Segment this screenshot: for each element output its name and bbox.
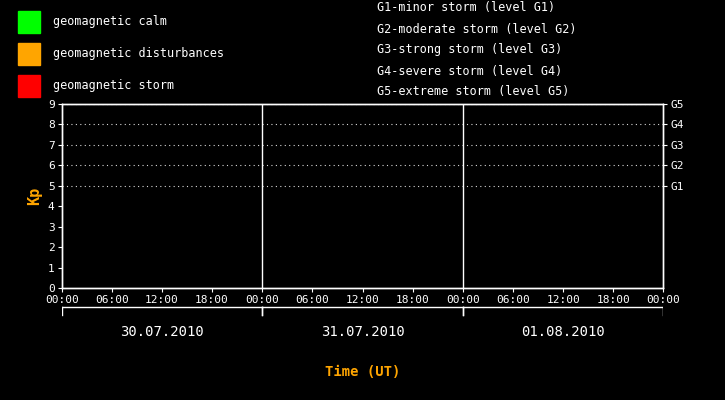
Text: G4-severe storm (level G4): G4-severe storm (level G4) [377, 64, 563, 78]
Text: 31.07.2010: 31.07.2010 [320, 325, 405, 339]
Text: geomagnetic calm: geomagnetic calm [53, 16, 167, 28]
Text: 30.07.2010: 30.07.2010 [120, 325, 204, 339]
Bar [18, 43, 40, 65]
Y-axis label: Kp: Kp [28, 187, 42, 205]
Text: G3-strong storm (level G3): G3-strong storm (level G3) [377, 44, 563, 56]
Text: geomagnetic storm: geomagnetic storm [53, 80, 174, 92]
Text: G5-extreme storm (level G5): G5-extreme storm (level G5) [377, 86, 569, 98]
Bar [18, 11, 40, 33]
Text: G2-moderate storm (level G2): G2-moderate storm (level G2) [377, 22, 576, 36]
Text: Time (UT): Time (UT) [325, 365, 400, 379]
Text: geomagnetic disturbances: geomagnetic disturbances [53, 48, 224, 60]
Text: 01.08.2010: 01.08.2010 [521, 325, 605, 339]
Bar [18, 75, 40, 97]
Text: G1-minor storm (level G1): G1-minor storm (level G1) [377, 2, 555, 14]
